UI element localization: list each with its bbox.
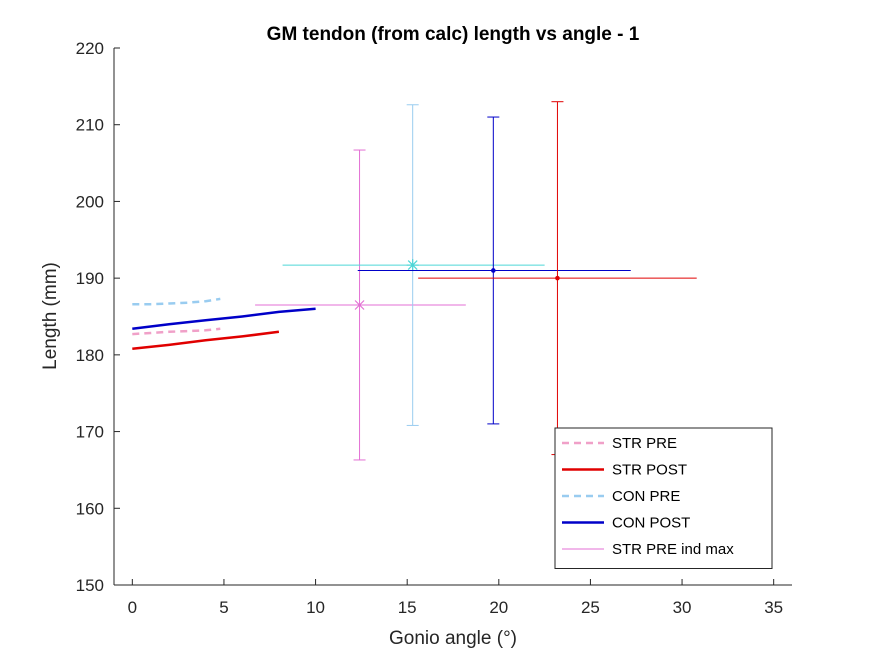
x-tick-label: 25 <box>581 598 600 617</box>
legend-label: CON PRE <box>612 488 680 505</box>
y-tick-label: 170 <box>76 423 104 442</box>
y-tick-label: 210 <box>76 116 104 135</box>
marker-point <box>354 300 365 310</box>
x-tick-label: 5 <box>219 598 228 617</box>
series-line <box>132 330 280 350</box>
errorbar-group <box>357 116 631 425</box>
y-axis-ticks: 150 160 170 180 190 200 210 220 <box>76 39 120 595</box>
x-tick-label: 15 <box>398 598 417 617</box>
y-tick-label: 150 <box>76 576 104 595</box>
legend-label: STR PRE ind max <box>612 541 734 558</box>
legend: STR PRE STR POST CON PRE CON POST STR PRE in… <box>554 427 773 569</box>
legend-label: CON POST <box>612 515 690 532</box>
x-tick-label: 20 <box>489 598 508 617</box>
x-tick-label: 30 <box>673 598 692 617</box>
legend-label: STR POST <box>612 462 687 479</box>
plot-area <box>113 48 792 586</box>
marker-point <box>491 268 496 273</box>
marker-point <box>555 275 560 281</box>
series-line <box>132 297 221 306</box>
errorbar-group <box>282 104 545 426</box>
errorbar-group <box>255 149 466 461</box>
y-tick-label: 160 <box>76 499 104 518</box>
y-axis-label: Length (mm) <box>40 262 61 370</box>
chart-title: GM tendon (from calc) length vs angle - … <box>267 24 640 45</box>
x-tick-label: 0 <box>128 598 137 617</box>
x-axis-label: Gonio angle (°) <box>389 628 517 649</box>
series-line <box>132 307 316 331</box>
legend-box <box>554 427 773 569</box>
y-tick-label: 220 <box>76 39 104 58</box>
x-tick-label: 35 <box>764 598 783 617</box>
legend-label: STR PRE <box>612 435 677 452</box>
y-tick-label: 180 <box>76 346 104 365</box>
x-axis-ticks: 0 5 10 15 20 25 30 35 <box>128 579 783 617</box>
series-line <box>132 327 221 336</box>
y-tick-label: 190 <box>76 269 104 288</box>
x-tick-label: 10 <box>306 598 325 617</box>
errorbar-group <box>418 101 697 456</box>
y-tick-label: 200 <box>76 192 104 211</box>
